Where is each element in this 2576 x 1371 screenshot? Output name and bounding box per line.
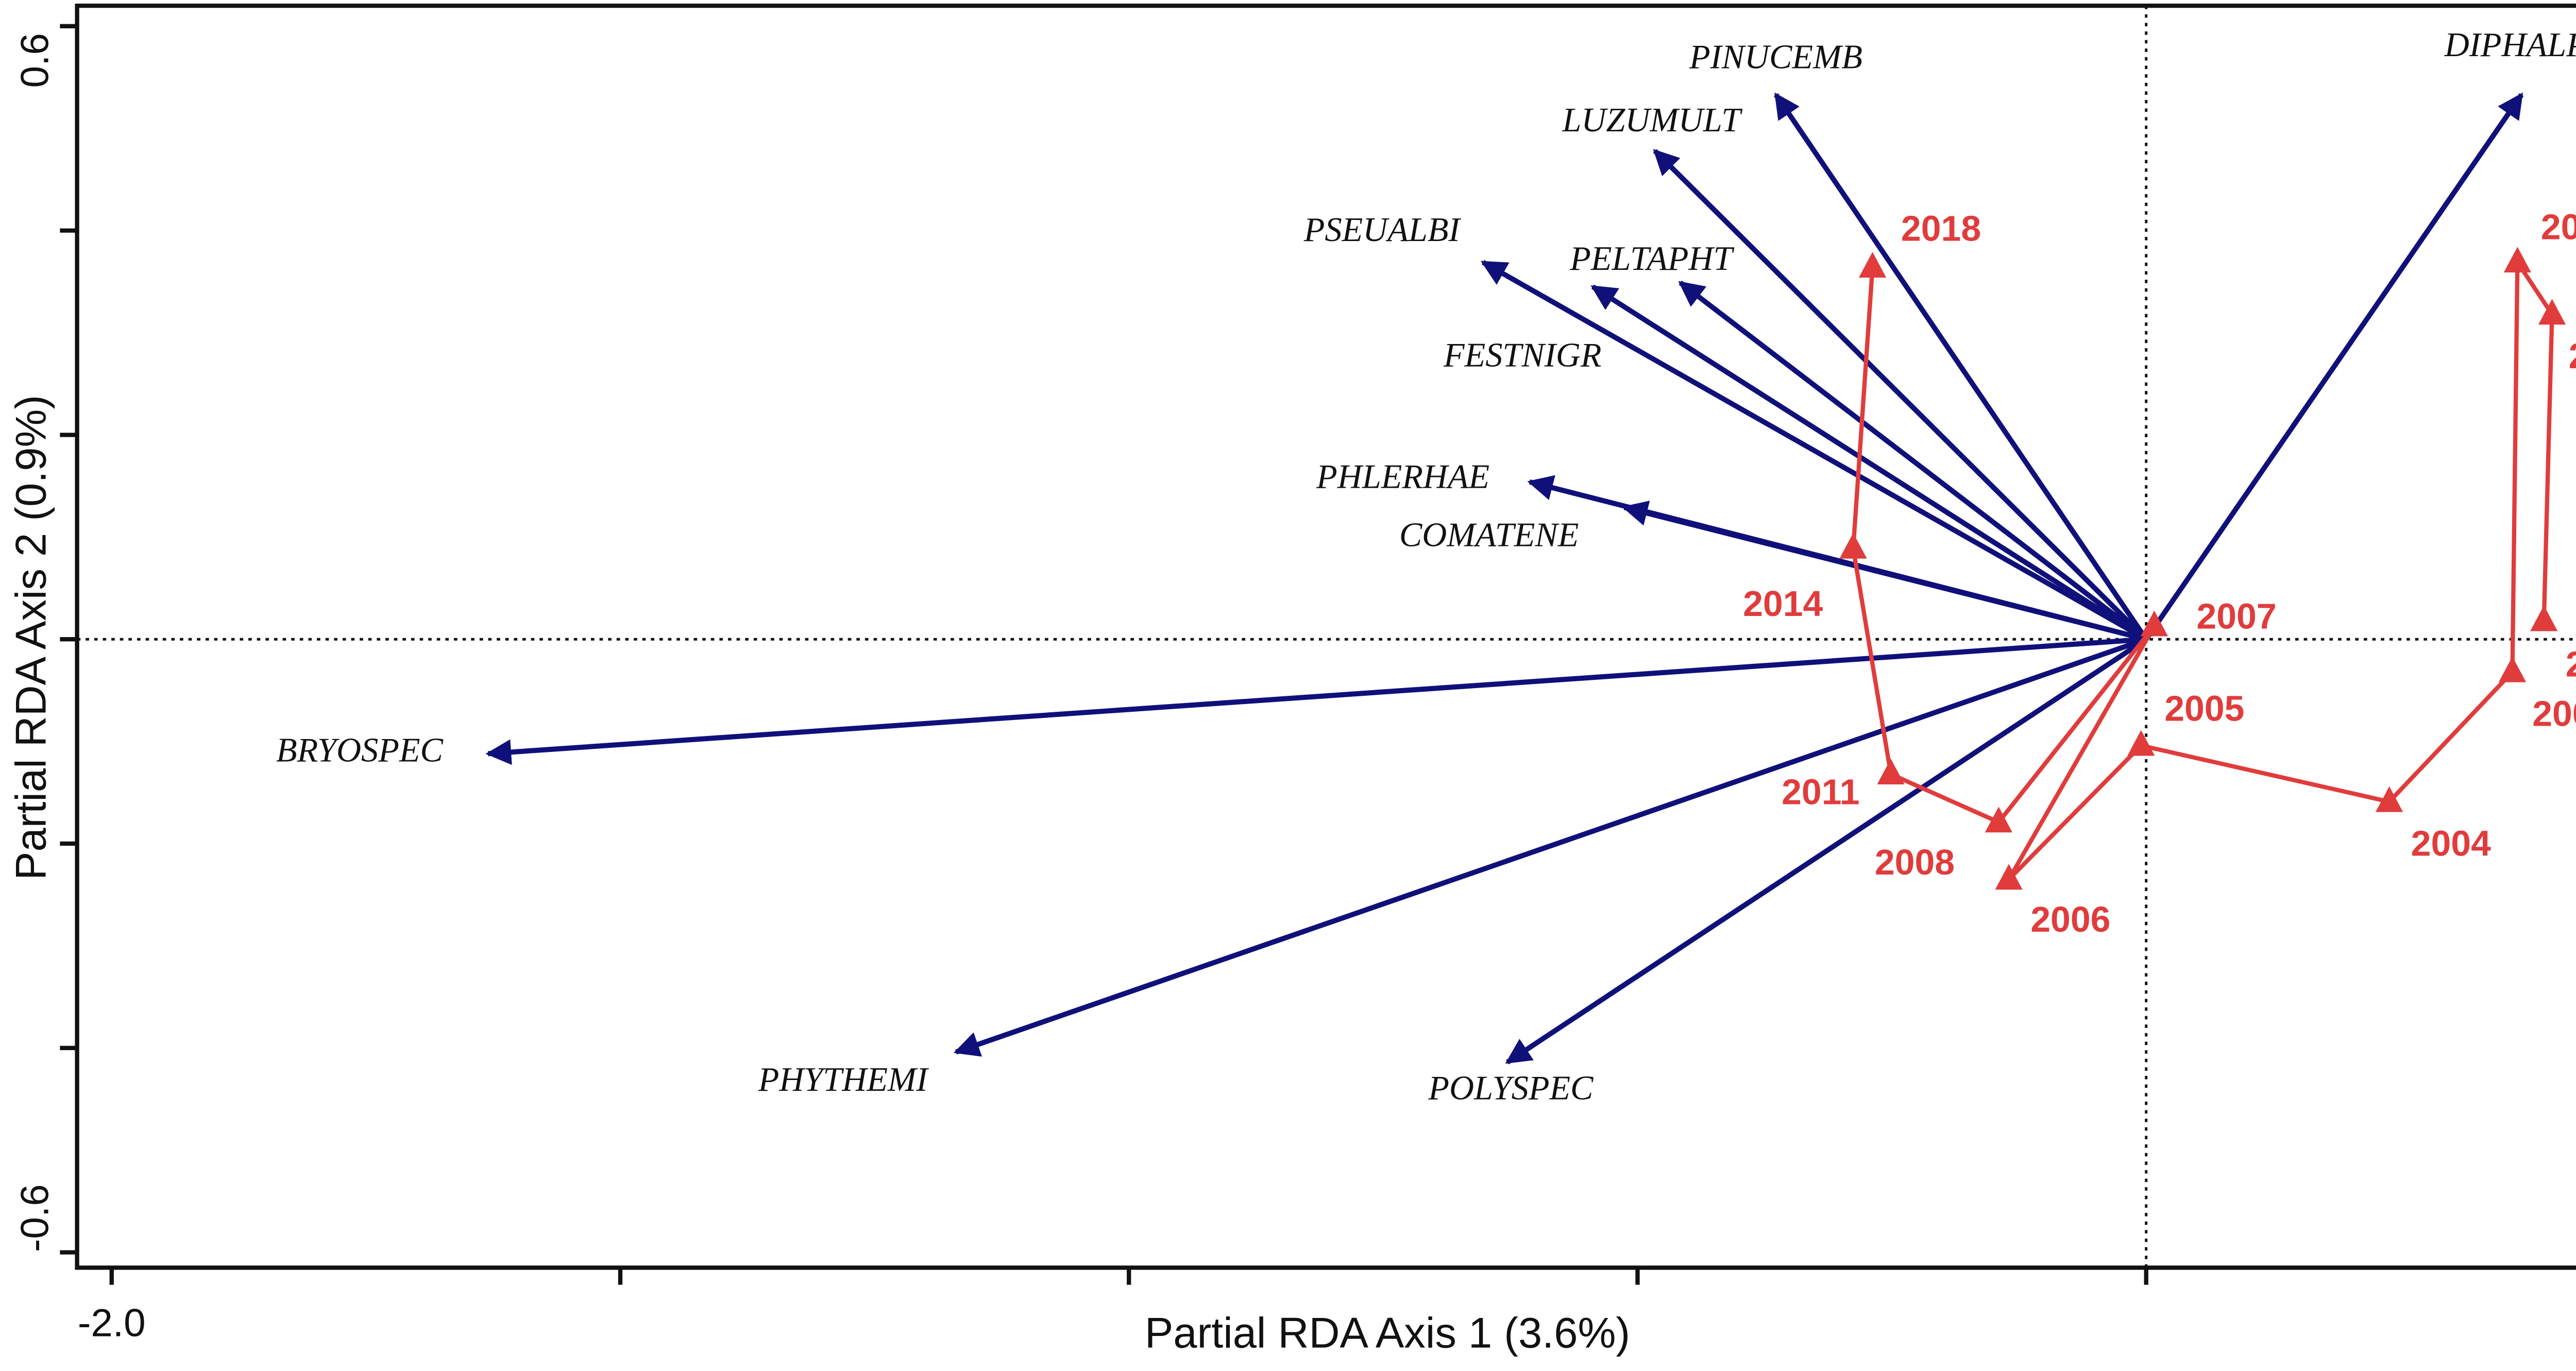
species-label: PINUCEMB xyxy=(1689,39,1862,76)
species-arrow xyxy=(1653,149,2148,641)
species-label: DIPHALPI xyxy=(2444,26,2576,64)
y-axis-title: Partial RDA Axis 2 (0.9%) xyxy=(7,395,55,880)
species-label: LUZUMULT xyxy=(1562,101,1742,139)
species-arrow xyxy=(1773,92,2148,641)
site-label: 2004 xyxy=(2411,824,2491,864)
x-tick-label: -2.0 xyxy=(78,1301,146,1345)
site-point xyxy=(1877,759,1905,785)
site-label: 2001 xyxy=(2569,336,2576,376)
site-point xyxy=(2530,605,2558,631)
site-point xyxy=(2140,610,2168,637)
site-point xyxy=(2127,730,2155,756)
species-label: PSEUALBI xyxy=(1303,211,1462,249)
site-point xyxy=(1858,252,1887,278)
species-label: PELTAPHT xyxy=(1569,240,1734,278)
species-arrow xyxy=(485,637,2147,765)
site-point xyxy=(2498,656,2527,682)
species-label: POLYSPEC xyxy=(1428,1069,1594,1107)
species-arrow xyxy=(1481,260,2148,642)
site-label: 2002 xyxy=(2541,207,2576,247)
site-point xyxy=(2503,247,2531,273)
site-point xyxy=(2538,299,2566,325)
x-axis-title: Partial RDA Axis 1 (3.6%) xyxy=(1145,1309,1630,1357)
species-label: BRYOSPEC xyxy=(276,732,443,769)
plot-frame xyxy=(75,3,2576,1270)
site-point xyxy=(1995,864,2023,890)
species-label: PHYTHEMI xyxy=(758,1061,929,1099)
species-arrow xyxy=(1505,637,2148,1065)
site-label: 2008 xyxy=(1875,842,1955,882)
site-label: 2000 xyxy=(2566,644,2576,684)
species-arrow xyxy=(1590,284,2148,642)
species-arrow xyxy=(2144,92,2524,641)
y-tick-label: 0.6 xyxy=(13,33,57,88)
site-label: 2018 xyxy=(1901,209,1981,249)
site-point xyxy=(1839,533,1867,559)
species-arrow xyxy=(1621,501,2147,642)
species-label: PHLERHAE xyxy=(1316,458,1489,496)
site-label: 2007 xyxy=(2196,596,2276,637)
site-path xyxy=(1851,255,2554,881)
site-label: 2003 xyxy=(2532,694,2576,734)
site-point xyxy=(1985,807,2012,833)
species-label: COMATENE xyxy=(1399,516,1579,554)
site-label: 2014 xyxy=(1743,584,1823,624)
site-label: 2005 xyxy=(2164,688,2244,728)
species-arrow xyxy=(1678,280,2148,642)
site-label: 2006 xyxy=(2030,899,2110,939)
species-arrow xyxy=(953,637,2147,1057)
species-label: FESTNIGR xyxy=(1443,337,1602,374)
site-label: 2011 xyxy=(1782,772,1859,812)
y-tick-label: -0.6 xyxy=(13,1184,57,1252)
site-point xyxy=(2376,786,2403,812)
